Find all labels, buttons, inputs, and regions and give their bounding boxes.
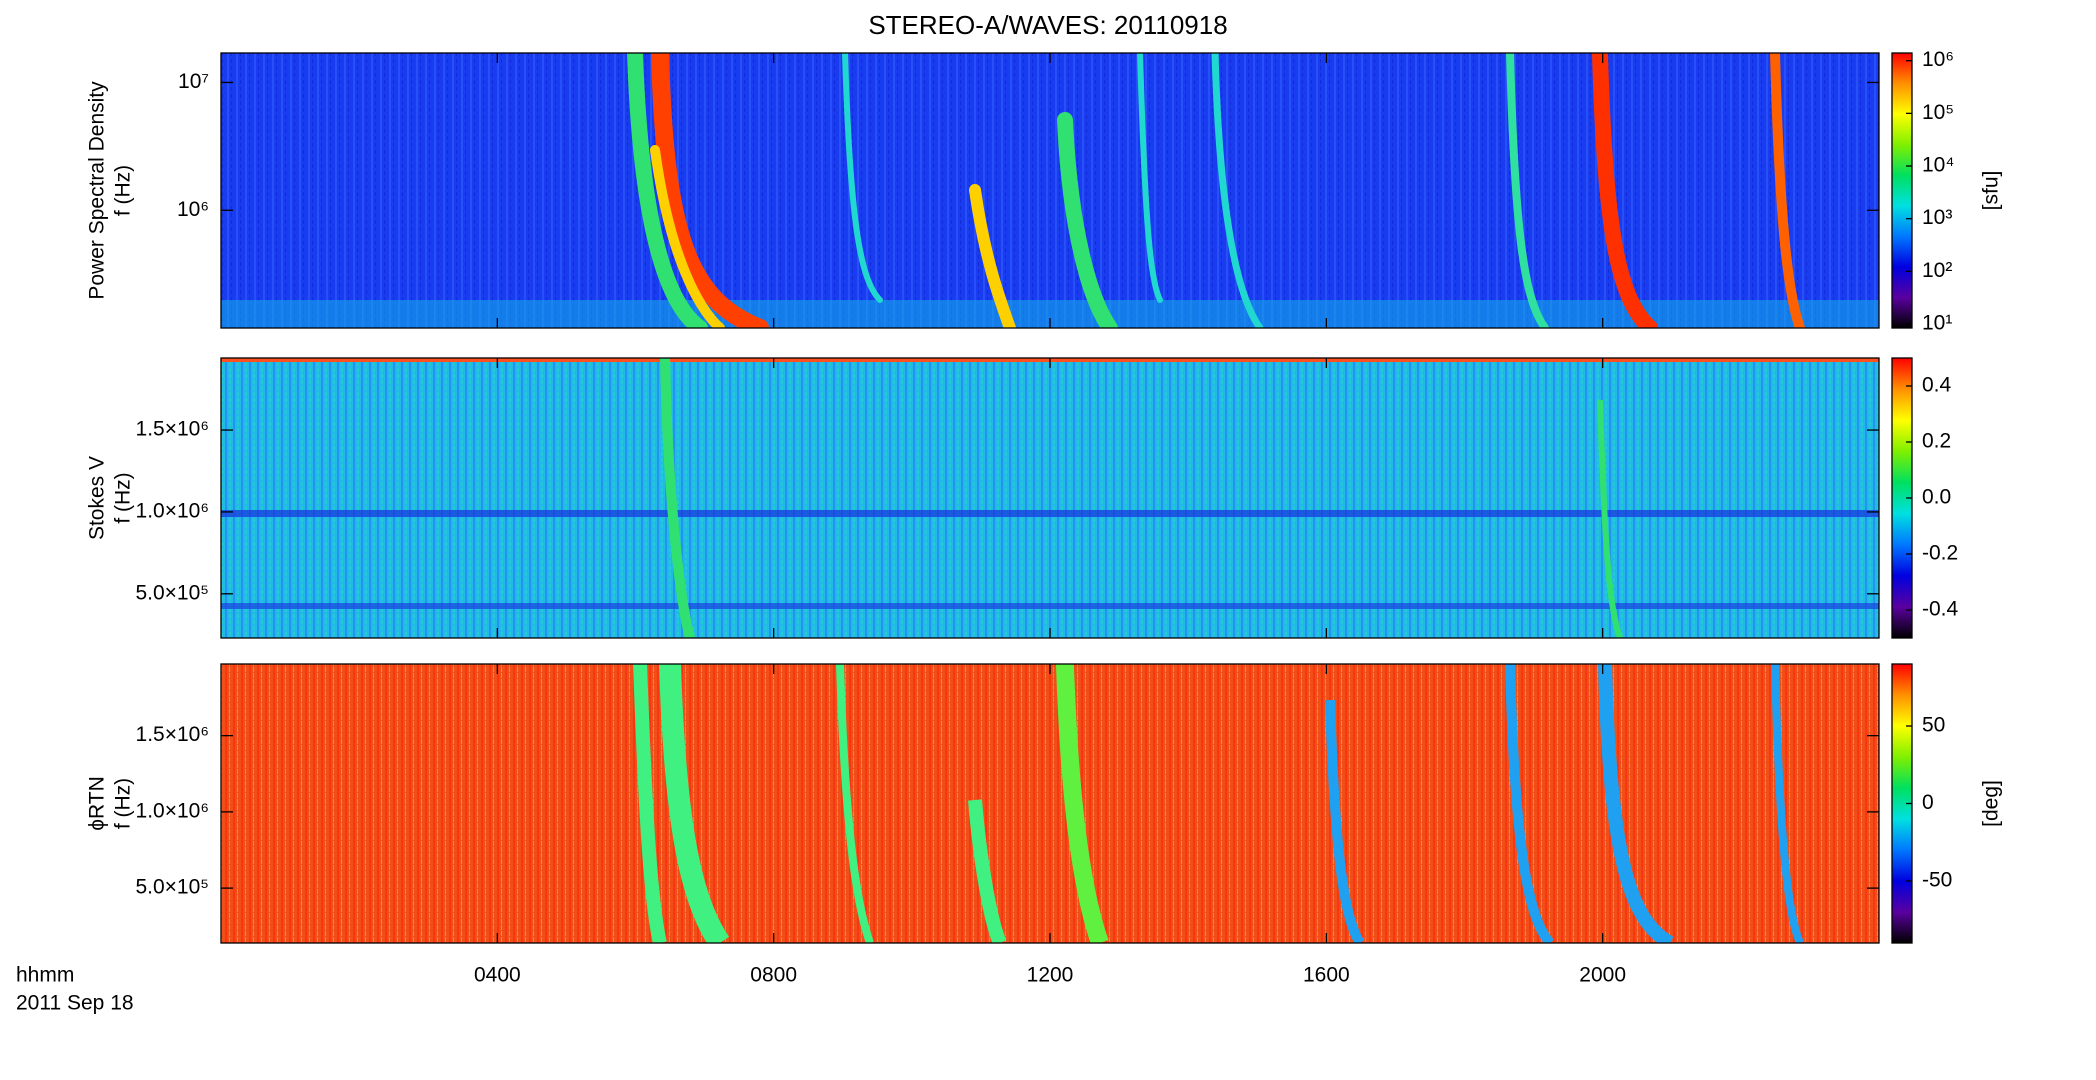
x-tick-label: 1200	[1027, 964, 1074, 987]
x-axis-label: hhmm	[16, 964, 74, 987]
chart-title: STEREO-A/WAVES: 20110918	[868, 10, 1227, 40]
colorbar-tick-label: -50	[1922, 869, 1952, 892]
y-axis-label: ϕRTN	[86, 776, 109, 831]
y-tick-label: 1.5×10⁶	[136, 418, 209, 441]
colorbar-tick-label: 10⁴	[1922, 154, 1954, 177]
spectrogram-texture	[221, 358, 1879, 638]
colorbar-tick-label: 10²	[1922, 259, 1952, 282]
y-axis-label: Power Spectral Density	[86, 81, 109, 300]
colorbar-tick-label: 10¹	[1922, 312, 1952, 335]
colorbar-tick-label: 0.0	[1922, 486, 1951, 509]
x-tick-label: 0800	[750, 964, 797, 987]
colorbar-tick-label: 10³	[1922, 206, 1952, 229]
colorbar-tick-label: 10⁵	[1922, 101, 1954, 124]
y-tick-label: 10⁶	[177, 198, 209, 221]
y-axis-label: f (Hz)	[112, 778, 135, 829]
y-axis-label: f (Hz)	[112, 472, 135, 523]
colorbar-label: [sfu]	[1980, 171, 2003, 211]
x-axis-label: 2011 Sep 18	[16, 992, 134, 1015]
y-tick-label: 1.5×10⁶	[136, 723, 209, 746]
colorbar-tick-label: -0.2	[1922, 542, 1958, 565]
y-tick-label: 10⁷	[178, 70, 209, 93]
colorbar-tick-label: 0	[1922, 791, 1934, 814]
x-tick-label: 2000	[1579, 964, 1626, 987]
colorbar-tick-label: 0.4	[1922, 374, 1952, 397]
y-tick-label: 5.0×10⁵	[135, 876, 209, 899]
colorbar	[1891, 52, 1913, 329]
spectrogram-texture	[221, 664, 1879, 943]
colorbar-tick-label: 10⁶	[1922, 48, 1954, 71]
spectrogram-texture	[221, 53, 1879, 328]
colorbar-tick-label: -0.4	[1922, 598, 1959, 621]
colorbar-label: [deg]	[1980, 780, 2003, 827]
y-axis-label: f (Hz)	[112, 165, 135, 216]
x-tick-label: 0400	[474, 964, 521, 987]
x-tick-label: 1600	[1303, 964, 1350, 987]
y-tick-label: 5.0×10⁵	[135, 581, 209, 604]
y-tick-label: 1.0×10⁶	[136, 799, 209, 822]
colorbar-tick-label: 50	[1922, 714, 1945, 737]
y-tick-label: 1.0×10⁶	[136, 499, 209, 522]
y-axis-label: Stokes V	[86, 456, 109, 540]
colorbar-tick-label: 0.2	[1922, 430, 1951, 453]
